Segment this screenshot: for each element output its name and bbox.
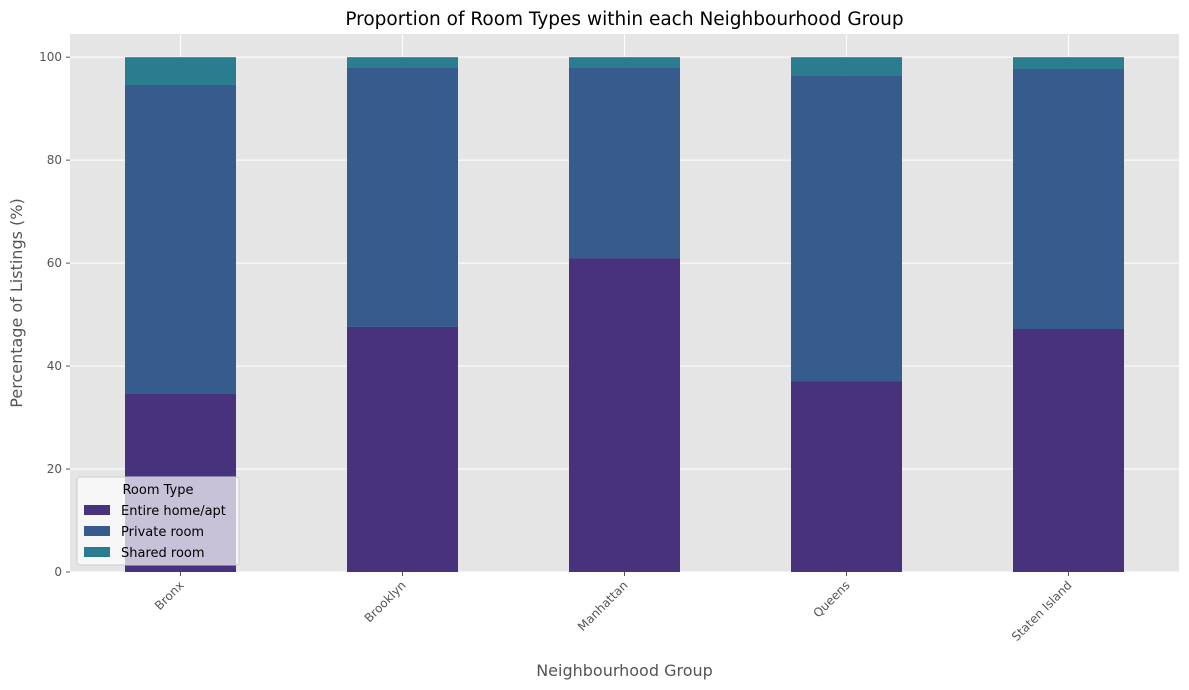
bar-private-room xyxy=(791,75,902,382)
bar-private-room xyxy=(1013,69,1124,329)
y-tick-label: 40 xyxy=(47,359,62,373)
x-axis-title: Neighbourhood Group xyxy=(536,661,713,680)
bar-private-room xyxy=(569,67,680,259)
y-tick-label: 0 xyxy=(54,565,62,579)
bar-entire-home xyxy=(347,326,458,572)
x-tick-label: Bronx xyxy=(152,578,187,613)
bar-shared-room xyxy=(347,57,458,68)
legend-label: Shared room xyxy=(121,546,205,561)
bar-shared-room xyxy=(569,57,680,68)
y-axis-title: Percentage of Listings (%) xyxy=(7,198,26,407)
legend-label: Private room xyxy=(121,525,204,540)
x-tick-label: Manhattan xyxy=(575,578,631,634)
y-tick-label: 80 xyxy=(47,153,62,167)
legend: Room Type Entire home/apt Private room Sha… xyxy=(76,476,240,566)
x-tick-label: Brooklyn xyxy=(362,578,409,625)
bar-shared-room xyxy=(791,57,902,76)
y-tick-label: 20 xyxy=(47,462,62,476)
bar-entire-home xyxy=(569,258,680,572)
legend-swatch xyxy=(84,526,110,536)
legend-box xyxy=(76,476,240,566)
y-tick-label: 60 xyxy=(47,256,62,270)
bar-shared-room xyxy=(125,57,236,85)
legend-swatch xyxy=(84,547,110,557)
chart-title: Proportion of Room Types within each Nei… xyxy=(345,9,903,30)
bar-private-room xyxy=(347,67,458,327)
y-tick-label: 100 xyxy=(39,50,62,64)
bars xyxy=(125,57,1124,572)
bar-entire-home xyxy=(791,381,902,572)
legend-label: Entire home/apt xyxy=(121,504,226,519)
bar-shared-room xyxy=(1013,57,1124,70)
bar-private-room xyxy=(125,84,236,394)
x-tick-label: Staten Island xyxy=(1009,578,1075,644)
legend-swatch xyxy=(84,505,110,515)
bar-entire-home xyxy=(1013,328,1124,572)
legend-title: Room Type xyxy=(122,483,193,498)
x-tick-label: Queens xyxy=(810,578,852,620)
